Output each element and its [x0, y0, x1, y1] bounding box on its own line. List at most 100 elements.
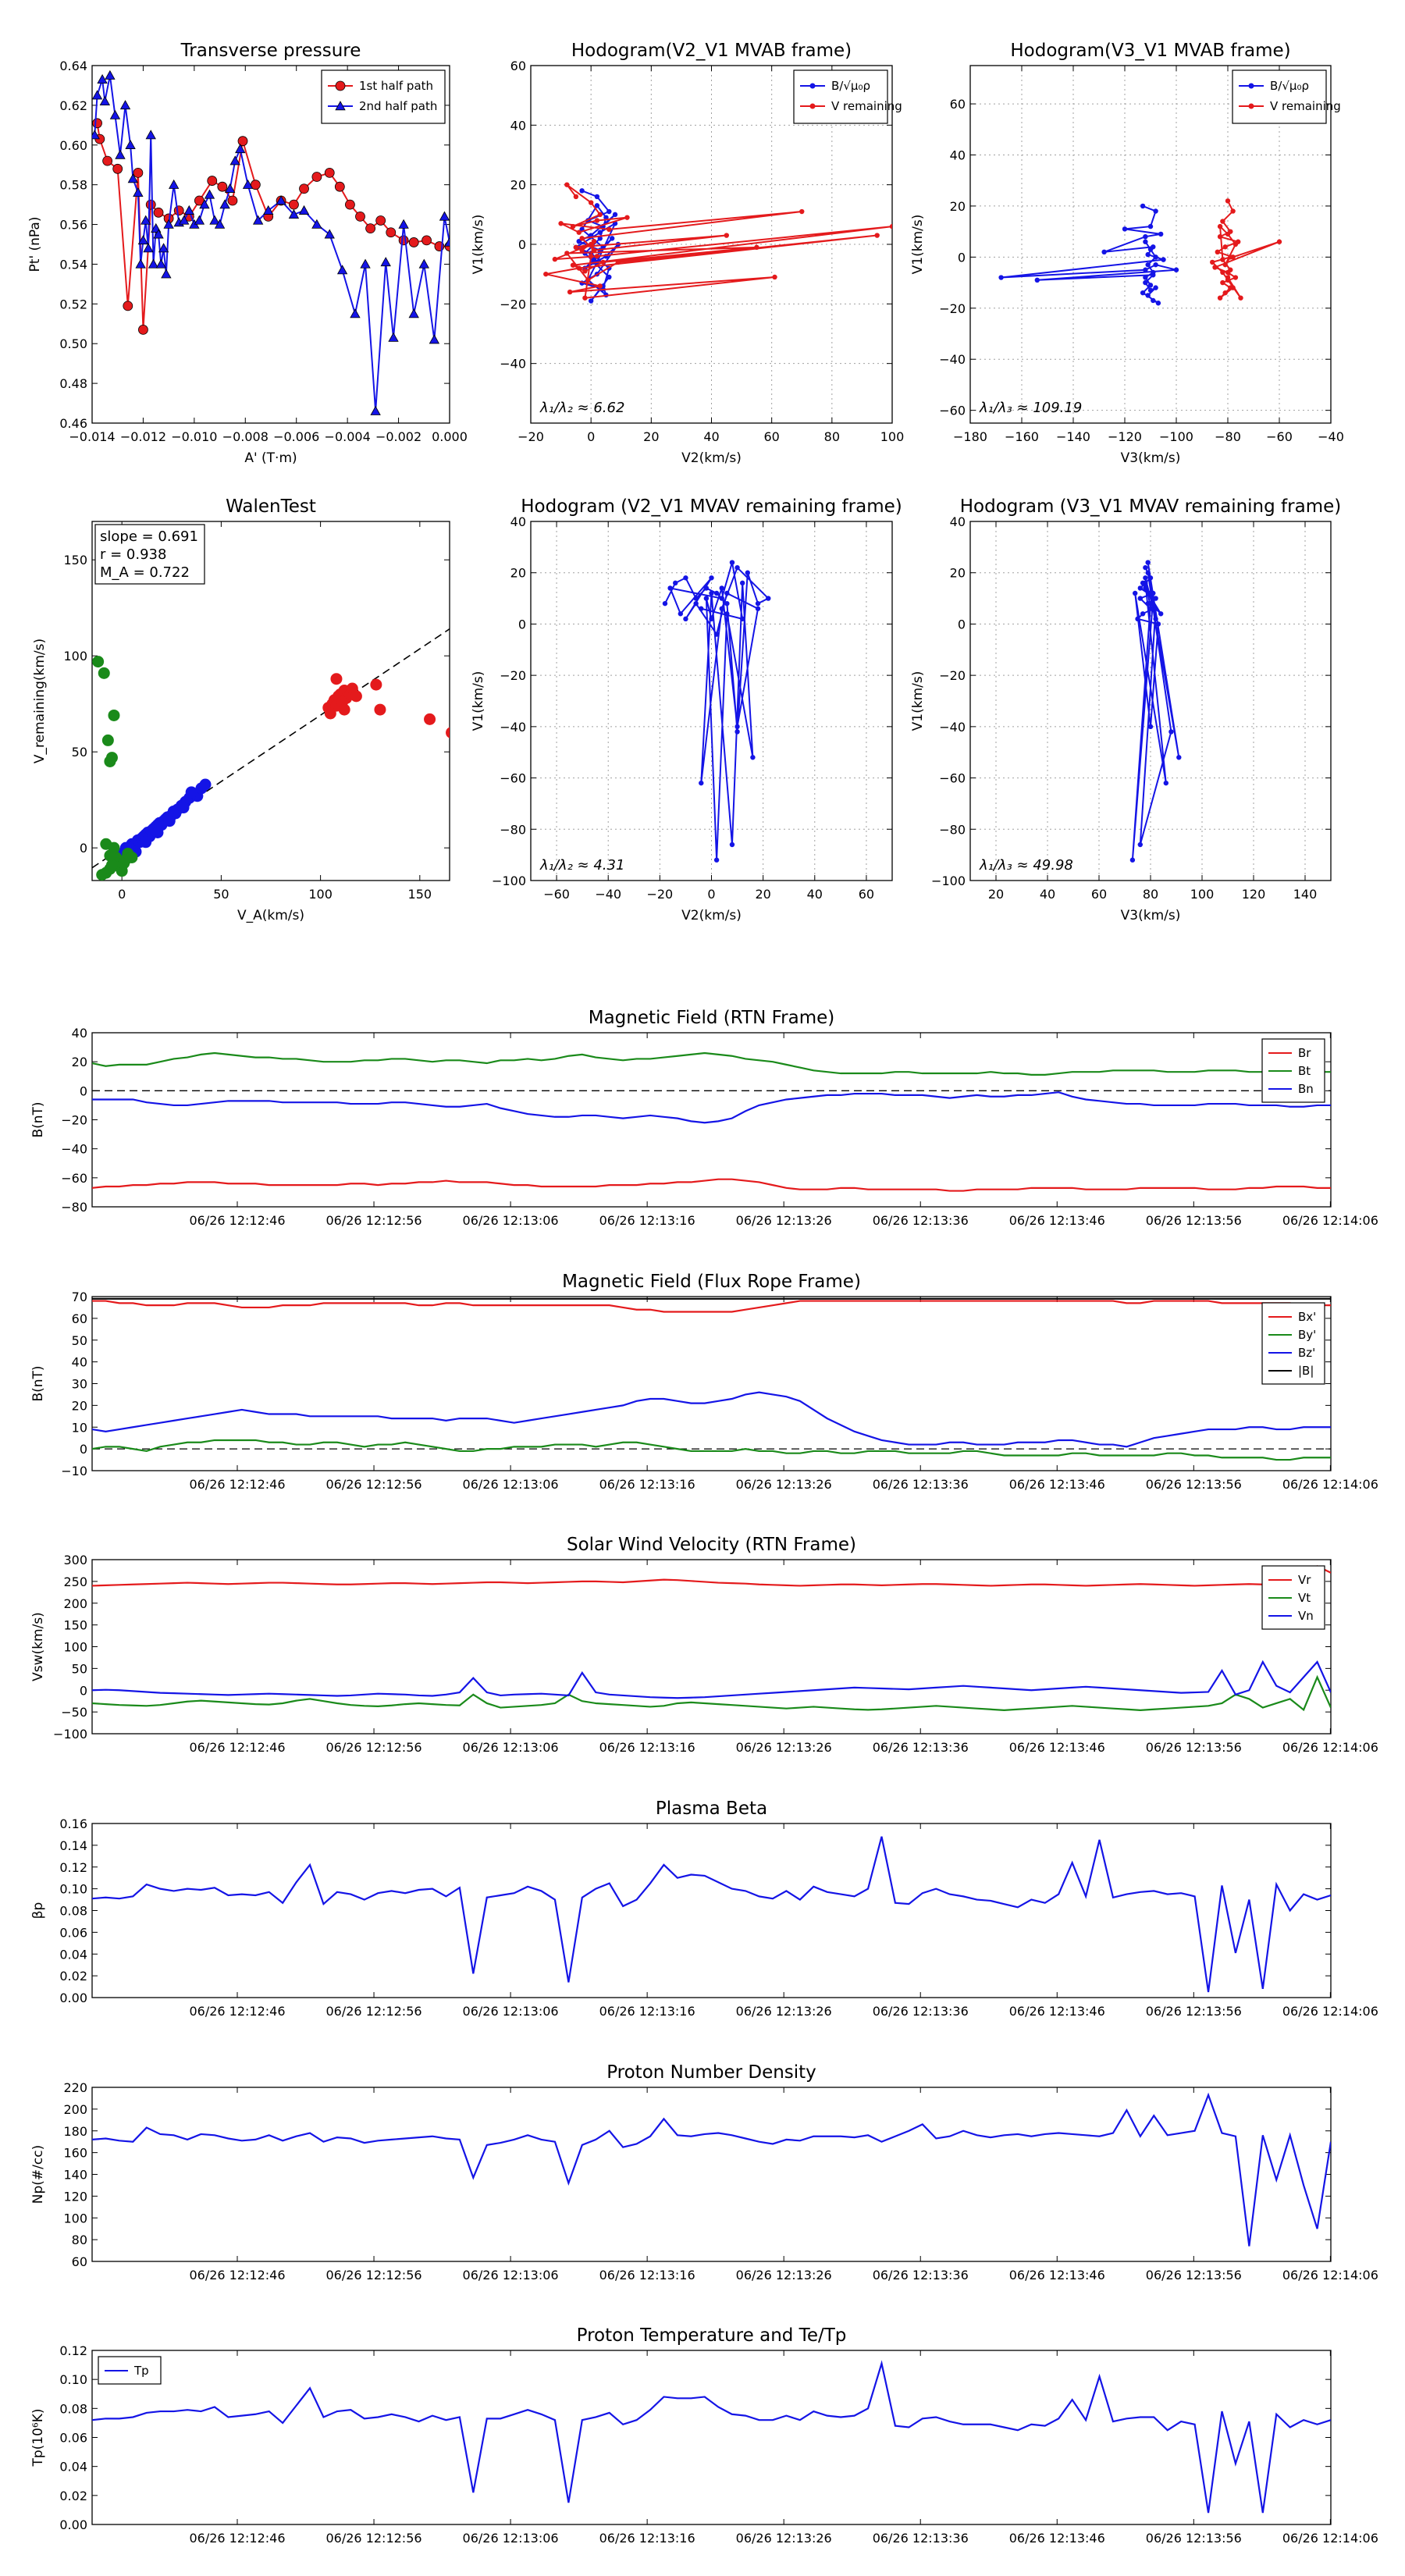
tp-xtick-label: 06/26 12:14:06	[1282, 2531, 1378, 2546]
pt-xtick-label: −0.012	[120, 429, 166, 444]
walen-series-2-point	[108, 709, 120, 721]
np-ylabel: Np(#/cc)	[30, 2145, 46, 2204]
pt-xtick-label: −0.010	[171, 429, 217, 444]
bfr-series-1-line	[92, 1439, 1331, 1461]
hodo2-ytick-label: 0	[958, 250, 966, 265]
hodo4-series-0-point	[1151, 596, 1156, 601]
np-ytick-label: 200	[63, 2102, 87, 2117]
pt-series-1-point	[158, 243, 169, 253]
hodo2-ytick-label: −20	[939, 301, 966, 316]
pt-series-1-point	[408, 308, 419, 318]
vsw-ytick-label: 0	[80, 1683, 87, 1698]
hodo4-series-0-point	[1143, 564, 1148, 571]
np-series-0-line	[92, 2092, 1331, 2247]
hodo1-frame	[530, 65, 893, 424]
brtn-xtick-label: 06/26 12:13:06	[463, 1213, 559, 1228]
hodo3-series-0-point	[683, 616, 688, 622]
hodo2-series-1-point	[1230, 285, 1236, 290]
pt-series-1-point	[224, 183, 236, 193]
hodo2-series-1-point	[1220, 219, 1225, 224]
pt-series-1-point	[229, 155, 240, 165]
hodo4-series-0-point	[1151, 590, 1156, 596]
brtn-series-2-line	[92, 1091, 1331, 1124]
tp-ylabel: Tp(10⁶K)	[30, 2408, 46, 2467]
walen-series-0-point	[151, 827, 164, 839]
pt-ytick-label: 0.46	[59, 416, 87, 431]
walen-ytick-label: 0	[80, 841, 87, 856]
hodo1-series-1-point	[570, 262, 576, 268]
hodo4-xtick-label: 140	[1293, 887, 1318, 902]
pt-series-0-point	[311, 172, 322, 182]
hodo2-ytick-label: 40	[950, 148, 966, 163]
hodo3-series-0-point	[719, 606, 724, 611]
walen-series-1-point	[350, 690, 362, 703]
hodo1-series-1-point	[558, 221, 564, 226]
tp-series-0-line	[92, 2360, 1331, 2514]
walen-series-0-point	[185, 786, 197, 799]
hodo3-xlabel: V2(km/s)	[681, 908, 742, 923]
hodo2-legend-marker	[1248, 83, 1254, 89]
hodo1-xtick-label: 80	[824, 429, 840, 444]
pt-ytick-label: 0.54	[59, 257, 87, 272]
pt-ytick-label: 0.64	[59, 59, 87, 73]
hodo4-series-0-point	[1137, 841, 1144, 848]
hodo1-series-0-point	[609, 236, 615, 241]
pt-series-0-point	[375, 215, 386, 226]
walen-series-2-point	[105, 752, 118, 764]
tp-ytick-label: 0.00	[59, 2517, 87, 2532]
hodo1-series-1-point	[567, 289, 573, 295]
hodo4-xtick-label: 100	[1190, 887, 1215, 902]
hodo4-ytick-label: 40	[950, 514, 966, 529]
hodo2-series-1-point	[1222, 290, 1228, 296]
hodo3-series-0-point	[678, 611, 684, 617]
hodo3-frame	[530, 521, 893, 881]
pt-series-0-point	[145, 199, 156, 210]
beta-ytick-label: 0.14	[59, 1838, 87, 1853]
vsw-ytick-label: 300	[63, 1553, 87, 1567]
hodo3-series-0-point	[673, 580, 678, 586]
bfr-ytick-label: 50	[72, 1333, 87, 1348]
hodo1-series-1-point	[754, 244, 759, 251]
walen-series-1-point	[374, 703, 386, 716]
brtn-ytick-label: −80	[61, 1200, 87, 1215]
hodo4-series-0-point	[1140, 580, 1146, 586]
pt-series-1-point	[148, 258, 159, 269]
walen-series-1-point	[424, 713, 436, 725]
hodo2-legend-label: V remaining	[1270, 99, 1341, 113]
hodo2-series-0-point	[1173, 267, 1179, 272]
hodo1-series-1-point	[573, 244, 579, 251]
pt-series-1-point	[242, 179, 254, 189]
walen-stats-box	[94, 524, 205, 585]
bfr-ytick-label: −10	[61, 1464, 87, 1478]
pt-ytick-label: 0.60	[59, 138, 87, 153]
beta-ytick-label: 0.12	[59, 1860, 87, 1875]
hodo2-series-1-point	[1228, 267, 1233, 272]
tp-ytick-label: 0.12	[59, 2343, 87, 2358]
pt-series-0-point	[250, 180, 261, 190]
brtn-frame	[91, 1032, 1332, 1208]
np-xtick-label: 06/26 12:12:56	[326, 2268, 422, 2282]
hodo2-series-0-point	[1143, 279, 1148, 286]
hodo3-series-0-point	[693, 596, 699, 601]
hodo4-xtick-label: 80	[1143, 887, 1158, 902]
hodo3-series-0-point	[699, 606, 704, 611]
bfr-xtick-label: 06/26 12:13:26	[736, 1477, 832, 1492]
beta-ytick-label: 0.04	[59, 1947, 87, 1962]
hodo4-series-0-point	[1137, 596, 1144, 601]
brtn-xtick-label: 06/26 12:12:56	[326, 1213, 422, 1228]
walen-series-2-point	[108, 841, 120, 854]
hodo2-series-0-point	[1101, 249, 1107, 255]
pt-legend-label: 2nd half path	[359, 99, 437, 113]
np-ytick-label: 120	[63, 2189, 87, 2204]
beta-xtick-label: 06/26 12:12:46	[189, 2004, 285, 2019]
tp-xtick-label: 06/26 12:12:46	[189, 2531, 285, 2546]
walen-stat: r = 0.938	[100, 546, 166, 563]
pt-series-0-point	[289, 199, 299, 210]
walen-series-0-point	[177, 802, 190, 814]
pt-ytick-label: 0.56	[59, 218, 87, 233]
hodo2-ytick-label: −40	[939, 352, 966, 367]
pt-series-1-point	[370, 405, 381, 415]
hodo2-series-0-point	[1147, 283, 1154, 288]
hodo4-series-0-point	[1145, 570, 1151, 575]
brtn-ylabel: B(nT)	[30, 1101, 46, 1137]
